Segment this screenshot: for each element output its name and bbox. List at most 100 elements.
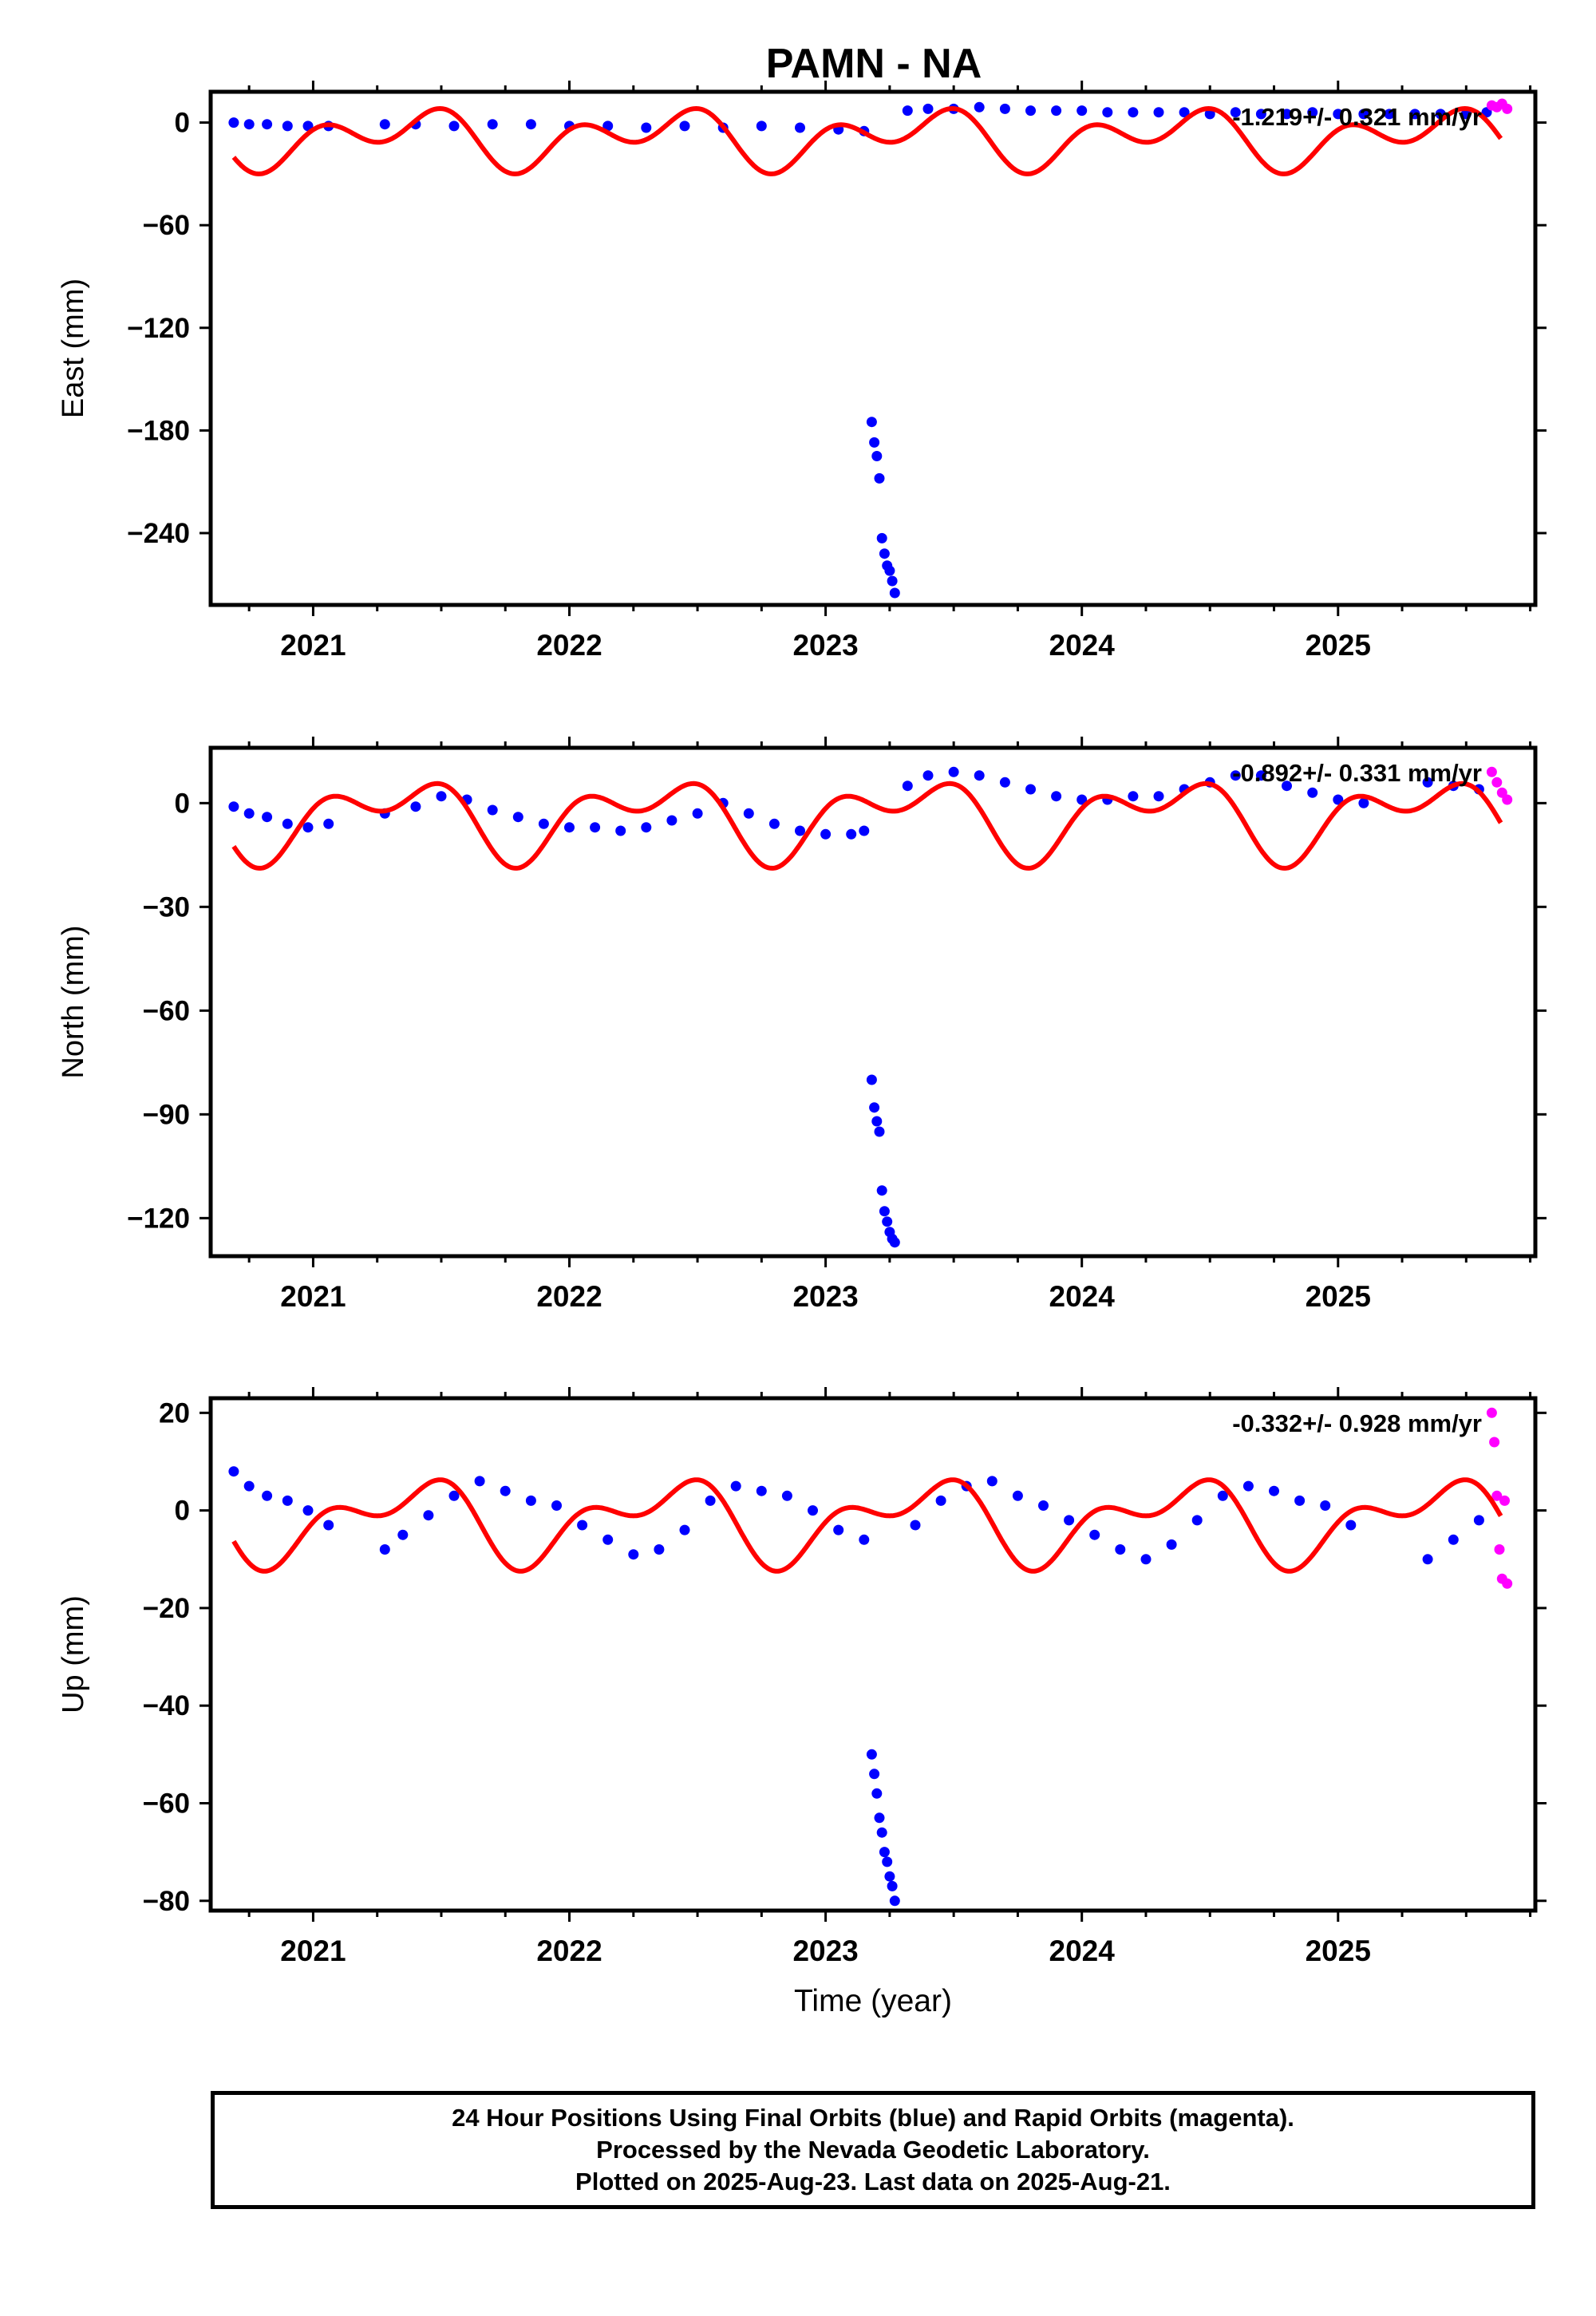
up-ytick-label: 0: [175, 1496, 190, 1527]
north-final-point: [948, 766, 959, 777]
up-final-point: [874, 1812, 885, 1824]
up-final-point: [1320, 1500, 1331, 1511]
north-xtick-label: 2021: [280, 1280, 346, 1313]
north-final-point: [859, 825, 870, 836]
north-final-point: [615, 825, 626, 836]
up-ytick-label: −60: [143, 1788, 190, 1819]
up-final-point: [1294, 1495, 1306, 1506]
east-final-point: [999, 103, 1010, 114]
north-final-point: [1333, 794, 1344, 805]
up-xtick-label: 2021: [280, 1935, 346, 1967]
north-final-point: [876, 1185, 887, 1196]
east-final-point: [887, 575, 898, 587]
north-points: [228, 766, 1513, 1248]
up-final-point: [323, 1520, 334, 1531]
up-final-point: [551, 1500, 562, 1511]
north-ylabel: North (mm): [57, 925, 90, 1078]
east-final-point: [795, 122, 805, 133]
up-final-point: [1064, 1515, 1075, 1526]
east-ytick-label: 0: [175, 108, 190, 139]
up-final-point: [1012, 1490, 1023, 1501]
east-final-point: [871, 451, 883, 461]
up-ytick-label: −40: [143, 1690, 190, 1721]
east-ytick-label: −180: [127, 415, 190, 446]
processing-note-line-1: 24 Hour Positions Using Final Orbits (bl…: [452, 2104, 1294, 2132]
north-rapid-point: [1486, 766, 1497, 777]
north-panel: 0 −30 −60 −90 −120 2021 2022 2023 2024 2025 North …: [57, 737, 1547, 1313]
east-final-point: [1051, 105, 1062, 117]
north-final-point: [999, 777, 1010, 788]
east-final-point: [756, 121, 767, 132]
north-final-point: [846, 828, 857, 840]
up-xtick-label: 2024: [1049, 1935, 1116, 1967]
up-final-point: [1089, 1529, 1100, 1540]
up-panel: 20 0 −20 −40 −60 −80 2021 2022 2023 2024 2025 Up (m…: [57, 1387, 1547, 2018]
up-ytick-label: −20: [143, 1593, 190, 1624]
up-model-curve: [231, 1477, 1503, 1574]
east-panel: 0 −60 −120 −180 −240 2021 2022 2023 2024 2025 East…: [57, 81, 1547, 662]
north-final-point: [262, 812, 273, 823]
up-rapid-point: [1499, 1495, 1510, 1506]
east-xtick-label: 2024: [1049, 629, 1116, 662]
east-frame: [208, 89, 1538, 607]
processing-note-box: 24 Hour Positions Using Final Orbits (bl…: [211, 2091, 1535, 2209]
east-final-point: [641, 122, 652, 133]
north-rapid-point: [1502, 794, 1513, 805]
north-xtick-label: 2024: [1049, 1280, 1116, 1313]
east-final-point: [525, 119, 536, 130]
east-ytick-label: −60: [143, 210, 190, 241]
east-final-point: [1333, 109, 1344, 120]
north-final-point: [874, 1126, 885, 1137]
up-final-point: [887, 1880, 898, 1891]
up-ytick-label: 20: [159, 1397, 190, 1429]
north-final-point: [512, 812, 523, 823]
up-xtick-label: 2022: [536, 1935, 602, 1967]
up-final-point: [1345, 1520, 1357, 1531]
up-final-point: [577, 1520, 588, 1531]
east-final-point: [679, 121, 690, 132]
up-final-point: [448, 1490, 460, 1501]
east-final-point: [1307, 107, 1318, 118]
north-final-point: [974, 770, 985, 781]
up-final-point: [1217, 1490, 1228, 1501]
north-final-point: [243, 808, 255, 819]
up-final-point: [282, 1495, 293, 1506]
north-final-point: [866, 1074, 877, 1085]
north-final-point: [879, 1206, 890, 1217]
up-final-point: [243, 1480, 255, 1492]
up-final-point: [1473, 1515, 1484, 1526]
east-xtick-label: 2022: [536, 629, 602, 662]
north-final-point: [564, 822, 575, 833]
up-final-point: [1166, 1539, 1177, 1550]
north-final-point: [871, 1116, 883, 1127]
north-ytick-label: −30: [143, 891, 190, 923]
east-final-point: [1384, 109, 1395, 120]
east-final-point: [448, 121, 460, 132]
up-final-point: [871, 1788, 883, 1799]
north-final-point: [641, 822, 652, 833]
east-final-point: [243, 119, 255, 130]
north-final-point: [768, 818, 780, 829]
north-final-point: [1307, 787, 1318, 798]
up-final-point: [781, 1490, 792, 1501]
processing-note-line-2: Processed by the Nevada Geodetic Laborat…: [596, 2136, 1150, 2164]
up-rapid-point: [1502, 1578, 1513, 1589]
up-final-point: [808, 1505, 818, 1516]
north-ytick-label: −120: [127, 1203, 190, 1234]
east-final-point: [922, 103, 934, 114]
east-xtick-label: 2021: [280, 629, 346, 662]
north-final-point: [302, 822, 314, 833]
east-final-point: [1460, 109, 1472, 120]
up-final-point: [1191, 1515, 1203, 1526]
up-ytick-label: −80: [143, 1886, 190, 1917]
up-final-point: [302, 1505, 314, 1516]
north-final-point: [282, 818, 293, 829]
up-final-point: [859, 1534, 870, 1545]
east-final-point: [869, 437, 880, 448]
east-model-curve: [231, 105, 1503, 176]
up-rapid-point: [1491, 1490, 1503, 1501]
north-final-point: [743, 808, 754, 819]
north-final-point: [1025, 784, 1036, 795]
up-final-point: [730, 1480, 741, 1492]
